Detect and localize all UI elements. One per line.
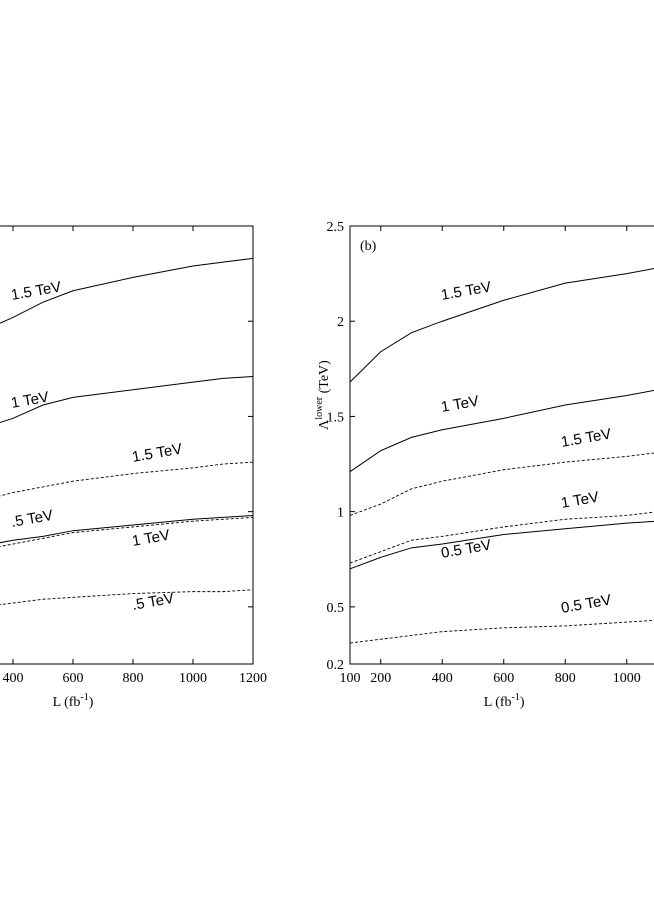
x-tick-label: 800 bbox=[555, 671, 576, 686]
series-label: 1.5 TeV bbox=[10, 278, 63, 304]
series-label: 1.5 TeV bbox=[440, 278, 493, 304]
x-tick-label: 1000 bbox=[613, 671, 641, 686]
series-line bbox=[349, 511, 654, 564]
series-line bbox=[349, 452, 654, 516]
series-label: 1 TeV bbox=[440, 393, 480, 416]
x-tick-label: 400 bbox=[432, 671, 453, 686]
series-line bbox=[349, 389, 654, 473]
series-label: 0.5 TeV bbox=[440, 536, 493, 562]
x-axis-label-sup: -1 bbox=[80, 692, 88, 703]
x-tick-label: 600 bbox=[63, 671, 84, 686]
panel-label: (b) bbox=[360, 239, 377, 254]
series-label: 1 TeV bbox=[131, 527, 171, 550]
x-axis-label-main: L (fb bbox=[484, 695, 512, 710]
series-line bbox=[0, 589, 254, 606]
y-axis-label-end: (TeV) bbox=[317, 360, 332, 397]
series-label: 0.5 TeV bbox=[560, 591, 613, 617]
series-line bbox=[0, 514, 254, 544]
y-axis-label-sup: lower bbox=[314, 396, 325, 419]
x-tick-label: 1200 bbox=[239, 671, 267, 686]
plot-frame bbox=[0, 225, 254, 665]
series-line bbox=[0, 516, 254, 547]
series-line bbox=[0, 461, 254, 497]
series-label: 1 TeV bbox=[10, 389, 50, 412]
x-tick-label: 800 bbox=[123, 671, 144, 686]
x-axis-label-end: ) bbox=[89, 695, 94, 710]
y-tick-label: 0.5 bbox=[327, 601, 345, 616]
y-axis-label-main: Λ bbox=[317, 419, 332, 430]
series-line bbox=[0, 375, 254, 423]
series-line bbox=[349, 619, 654, 644]
series-line bbox=[0, 257, 254, 324]
y-tick-label: 0.2 bbox=[327, 658, 345, 673]
x-axis-label-end: ) bbox=[520, 695, 525, 710]
x-axis-label: L (fb-1) bbox=[53, 692, 94, 710]
x-tick-label: 1000 bbox=[179, 671, 207, 686]
series-label: .5 TeV bbox=[10, 507, 55, 531]
series-label: 1 TeV bbox=[560, 489, 600, 512]
series-line bbox=[349, 520, 654, 570]
y-tick-label: 1 bbox=[337, 506, 344, 521]
x-tick-label: 400 bbox=[3, 671, 24, 686]
y-tick-label: 2.5 bbox=[327, 220, 345, 235]
x-tick-label: 200 bbox=[370, 671, 391, 686]
x-axis-label-main: L (fb bbox=[53, 695, 81, 710]
y-tick-label: 1.5 bbox=[327, 410, 345, 425]
x-tick-label: 100 bbox=[340, 671, 361, 686]
series-line bbox=[349, 268, 654, 383]
y-axis-label: Λlower (TeV) bbox=[314, 360, 332, 430]
plot-frame bbox=[349, 225, 654, 665]
x-axis-label-sup: -1 bbox=[512, 692, 520, 703]
series-label: 1.5 TeV bbox=[560, 425, 613, 451]
series-label: 1.5 TeV bbox=[131, 440, 184, 466]
x-axis-label: L (fb-1) bbox=[484, 692, 525, 710]
x-tick-label: 600 bbox=[493, 671, 514, 686]
y-tick-label: 2 bbox=[337, 315, 344, 330]
